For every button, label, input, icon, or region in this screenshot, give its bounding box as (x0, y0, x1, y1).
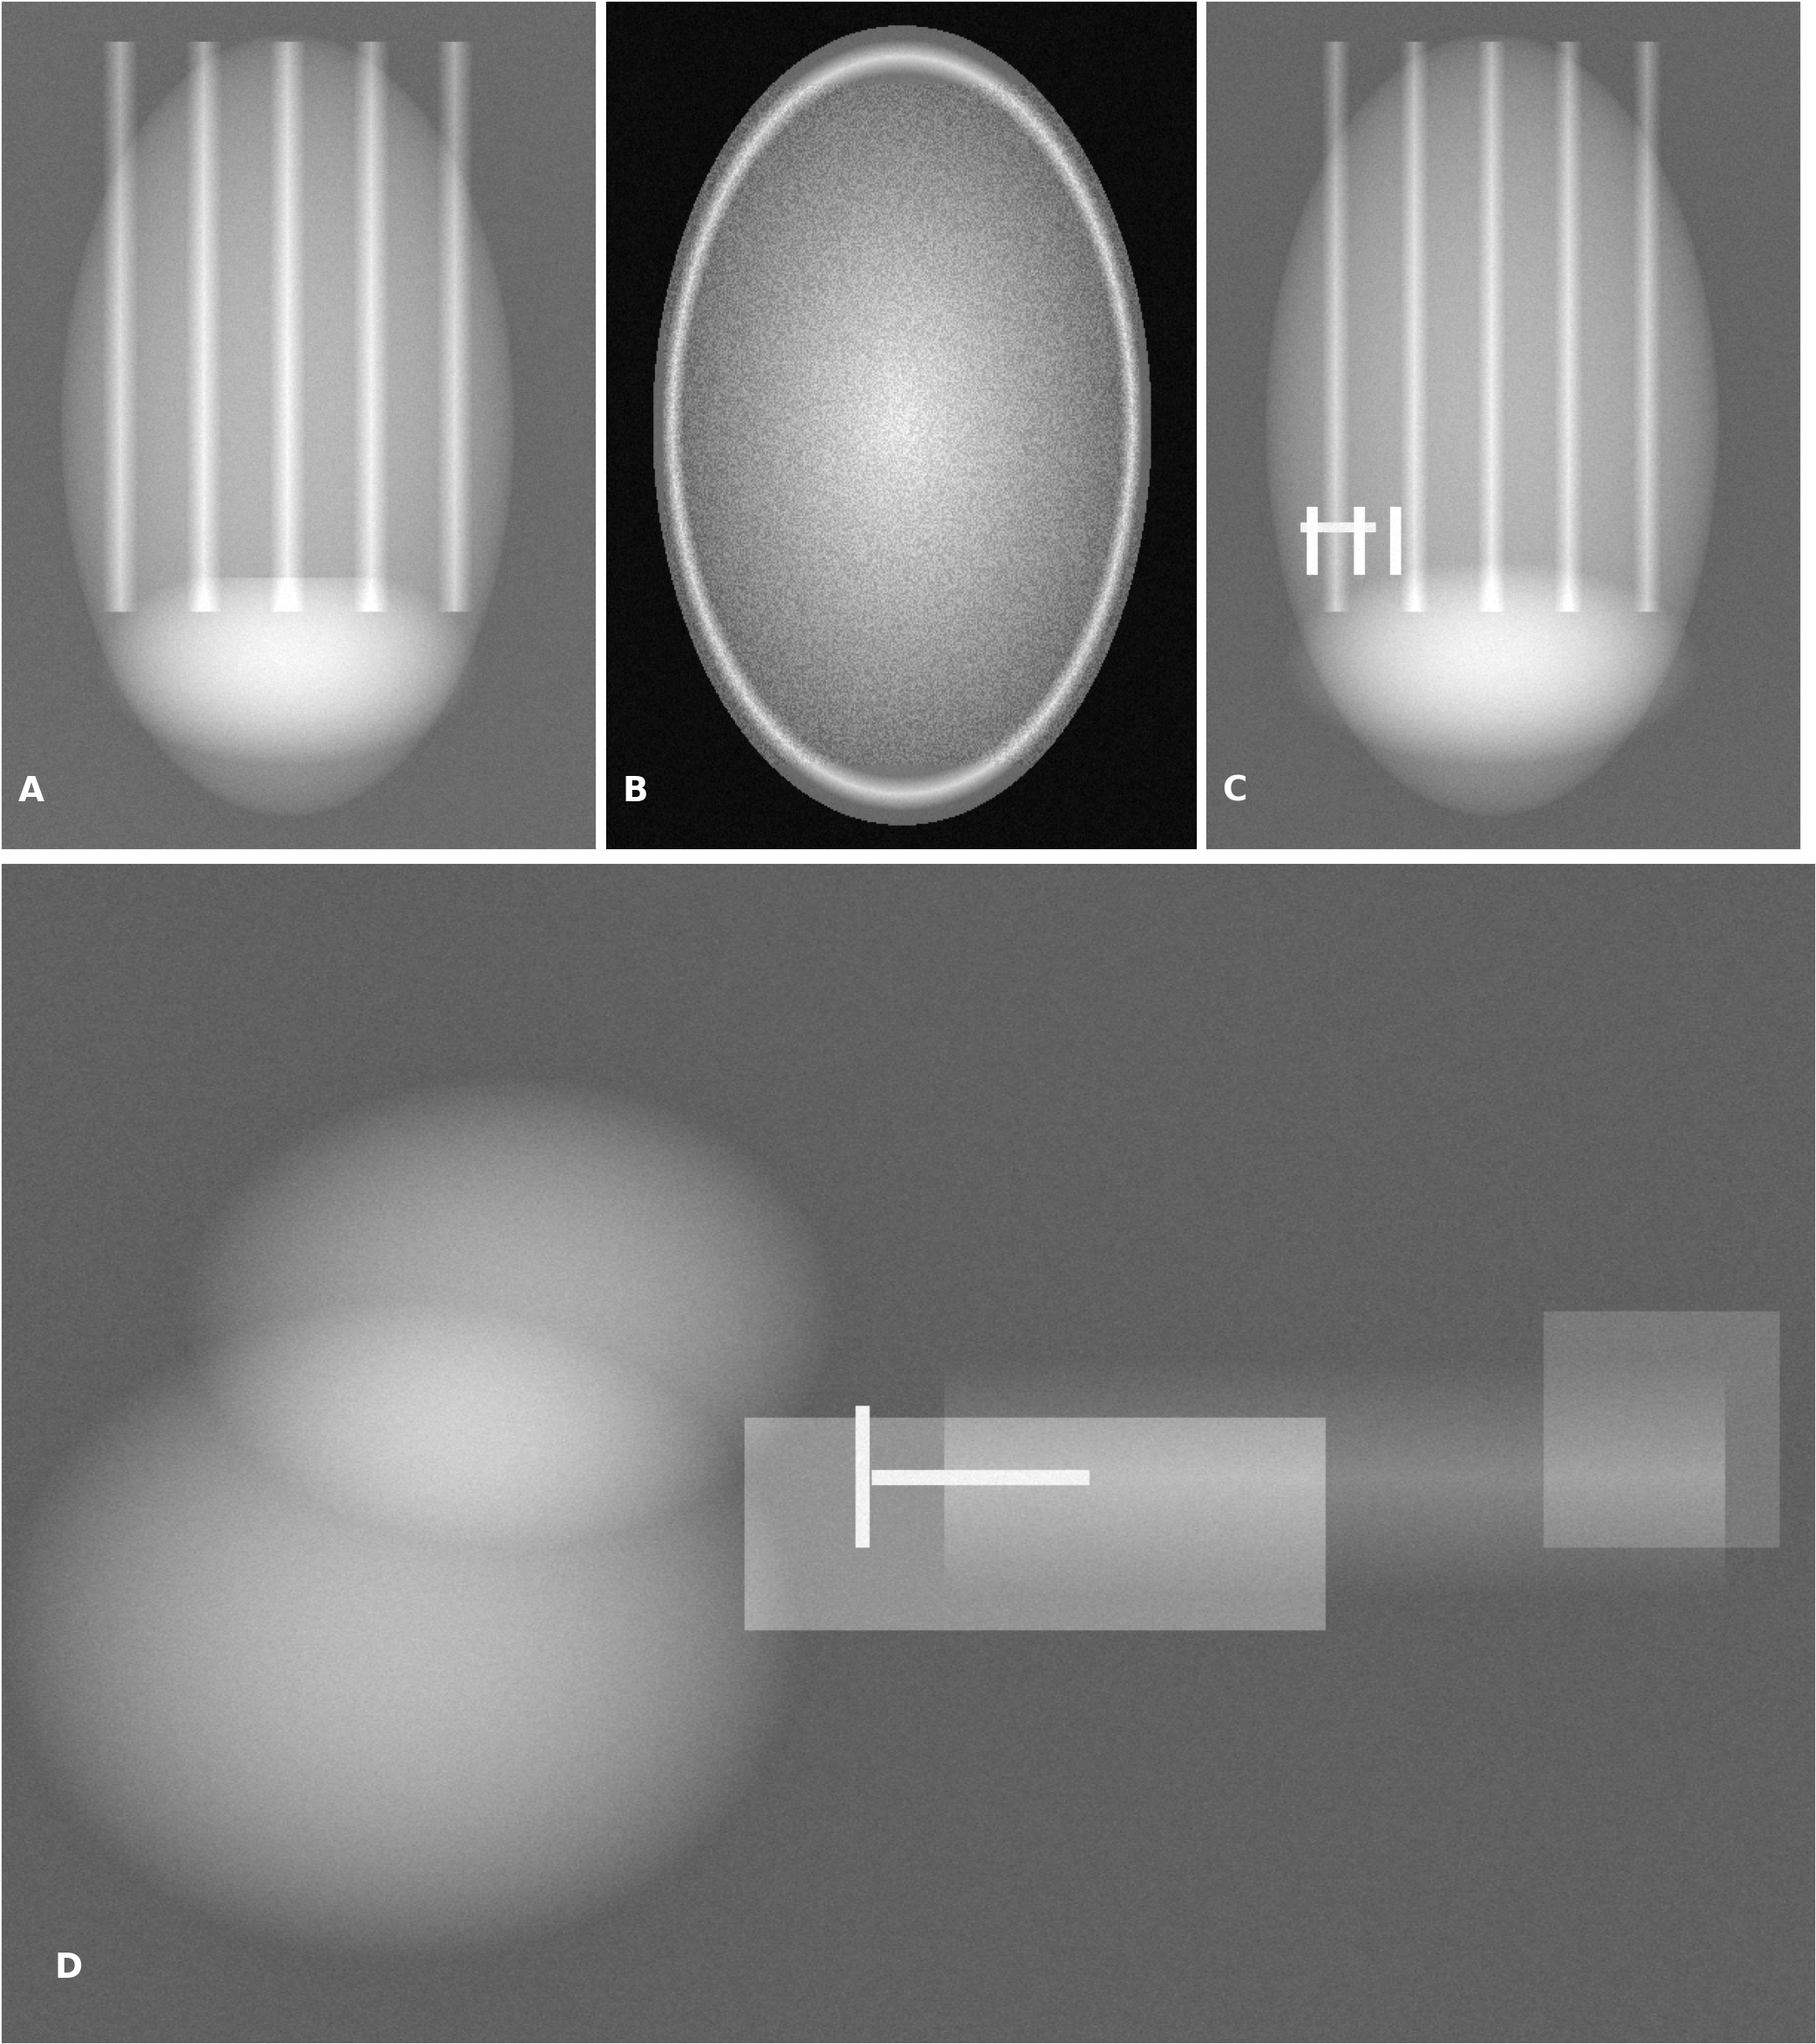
Text: C: C (1222, 775, 1248, 807)
Text: B: B (621, 775, 648, 807)
Text: D: D (54, 1952, 82, 1985)
Text: A: A (18, 775, 44, 807)
